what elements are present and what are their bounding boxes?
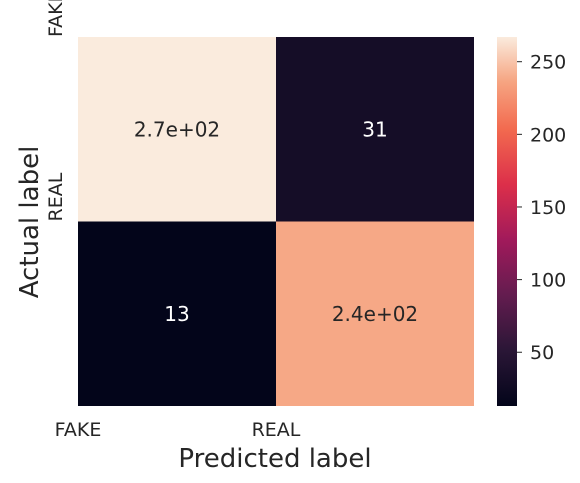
heatmap-cell <box>276 221 474 406</box>
heatmap-cell <box>78 221 276 406</box>
x-tick-label: REAL <box>252 419 301 441</box>
heatmap-cell <box>276 37 474 222</box>
cell-annotations: 2.7e+02 31 13 2.4e+02 <box>134 117 418 326</box>
colorbar-tick-label: 150 <box>530 197 566 219</box>
heatmap-cells <box>78 37 474 406</box>
y-axis-label: Actual label <box>15 146 45 299</box>
x-tick-label: FAKE <box>55 419 102 441</box>
x-axis-label: Predicted label <box>178 444 371 474</box>
colorbar <box>497 37 517 406</box>
cell-annotation: 2.7e+02 <box>134 117 220 141</box>
cell-annotation: 13 <box>164 302 189 326</box>
colorbar-tick-label: 200 <box>530 124 566 146</box>
y-tick-label: REAL <box>45 172 67 221</box>
colorbar-tick-label: 50 <box>530 342 554 364</box>
x-tick-labels: FAKE REAL <box>55 419 301 441</box>
colorbar-ticks: 50 100 150 200 250 <box>517 52 566 364</box>
y-tick-labels: FAKE REAL <box>45 0 67 222</box>
heatmap-cell <box>78 37 276 222</box>
cell-annotation: 31 <box>362 117 387 141</box>
colorbar-tick-label: 250 <box>530 52 566 74</box>
colorbar-tick-label: 100 <box>530 270 566 292</box>
cell-annotation: 2.4e+02 <box>332 302 418 326</box>
y-tick-label: FAKE <box>45 0 67 37</box>
